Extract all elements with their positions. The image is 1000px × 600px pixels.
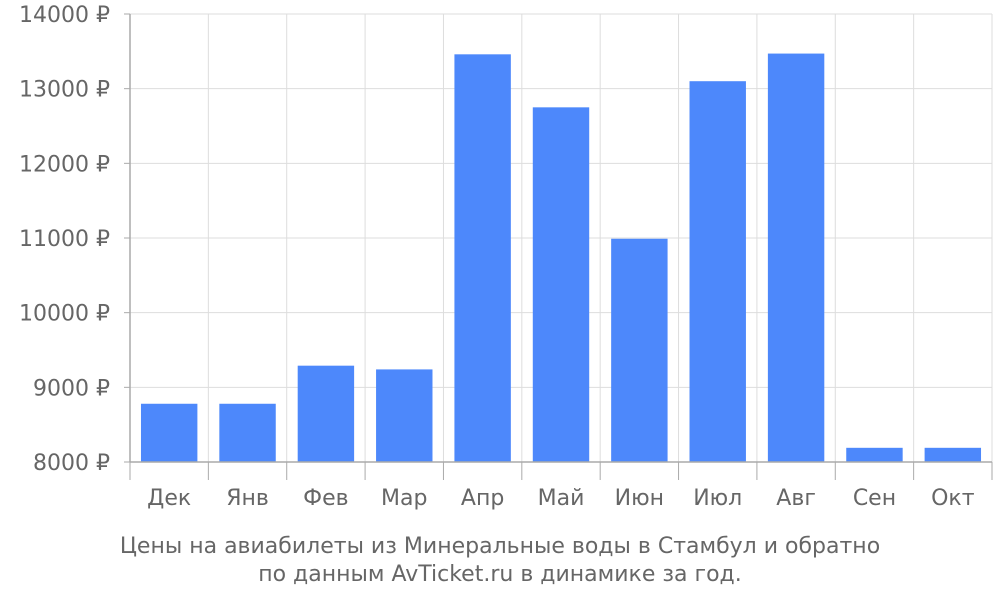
bar-chart: 8000 ₽ 9000 ₽ 10000 ₽ 11000 ₽ 12000 ₽ 13000 ₽… xyxy=(19,3,993,511)
x-tick-label: Дек xyxy=(147,486,191,511)
x-tick-label: Мар xyxy=(381,486,427,511)
x-tick-label: Фев xyxy=(303,486,348,511)
bar xyxy=(846,447,903,462)
y-tick-label: 14000 ₽ xyxy=(19,3,110,28)
x-tick-label: Янв xyxy=(226,486,269,511)
y-tick-label: 12000 ₽ xyxy=(19,152,110,177)
bar xyxy=(376,369,433,462)
x-tick-label: Июл xyxy=(693,486,742,511)
y-tick-label: 8000 ₽ xyxy=(33,451,110,476)
bar xyxy=(689,81,746,462)
bar xyxy=(454,54,511,462)
chart-caption-line-2: по данным AvTicket.ru в динамике за год. xyxy=(258,562,742,587)
x-tick-label: Июн xyxy=(615,486,664,511)
x-tick-label: Сен xyxy=(853,486,896,511)
chart-caption-line-1: Цены на авиабилеты из Минеральные воды в… xyxy=(119,534,881,559)
y-tick-label: 9000 ₽ xyxy=(33,376,110,401)
bar xyxy=(532,107,590,462)
x-tick-label: Май xyxy=(538,486,585,511)
y-tick-label: 10000 ₽ xyxy=(19,302,110,327)
bar xyxy=(297,365,355,462)
x-tick-label: Авг xyxy=(776,486,816,511)
bar xyxy=(924,447,982,462)
y-tick-label: 13000 ₽ xyxy=(19,78,110,103)
bar xyxy=(767,53,825,462)
x-tick-label: Апр xyxy=(461,486,504,511)
bar xyxy=(611,238,668,462)
y-tick-label: 11000 ₽ xyxy=(19,227,110,252)
bar xyxy=(219,403,276,462)
bar xyxy=(140,403,198,462)
x-tick-label: Окт xyxy=(931,486,975,511)
